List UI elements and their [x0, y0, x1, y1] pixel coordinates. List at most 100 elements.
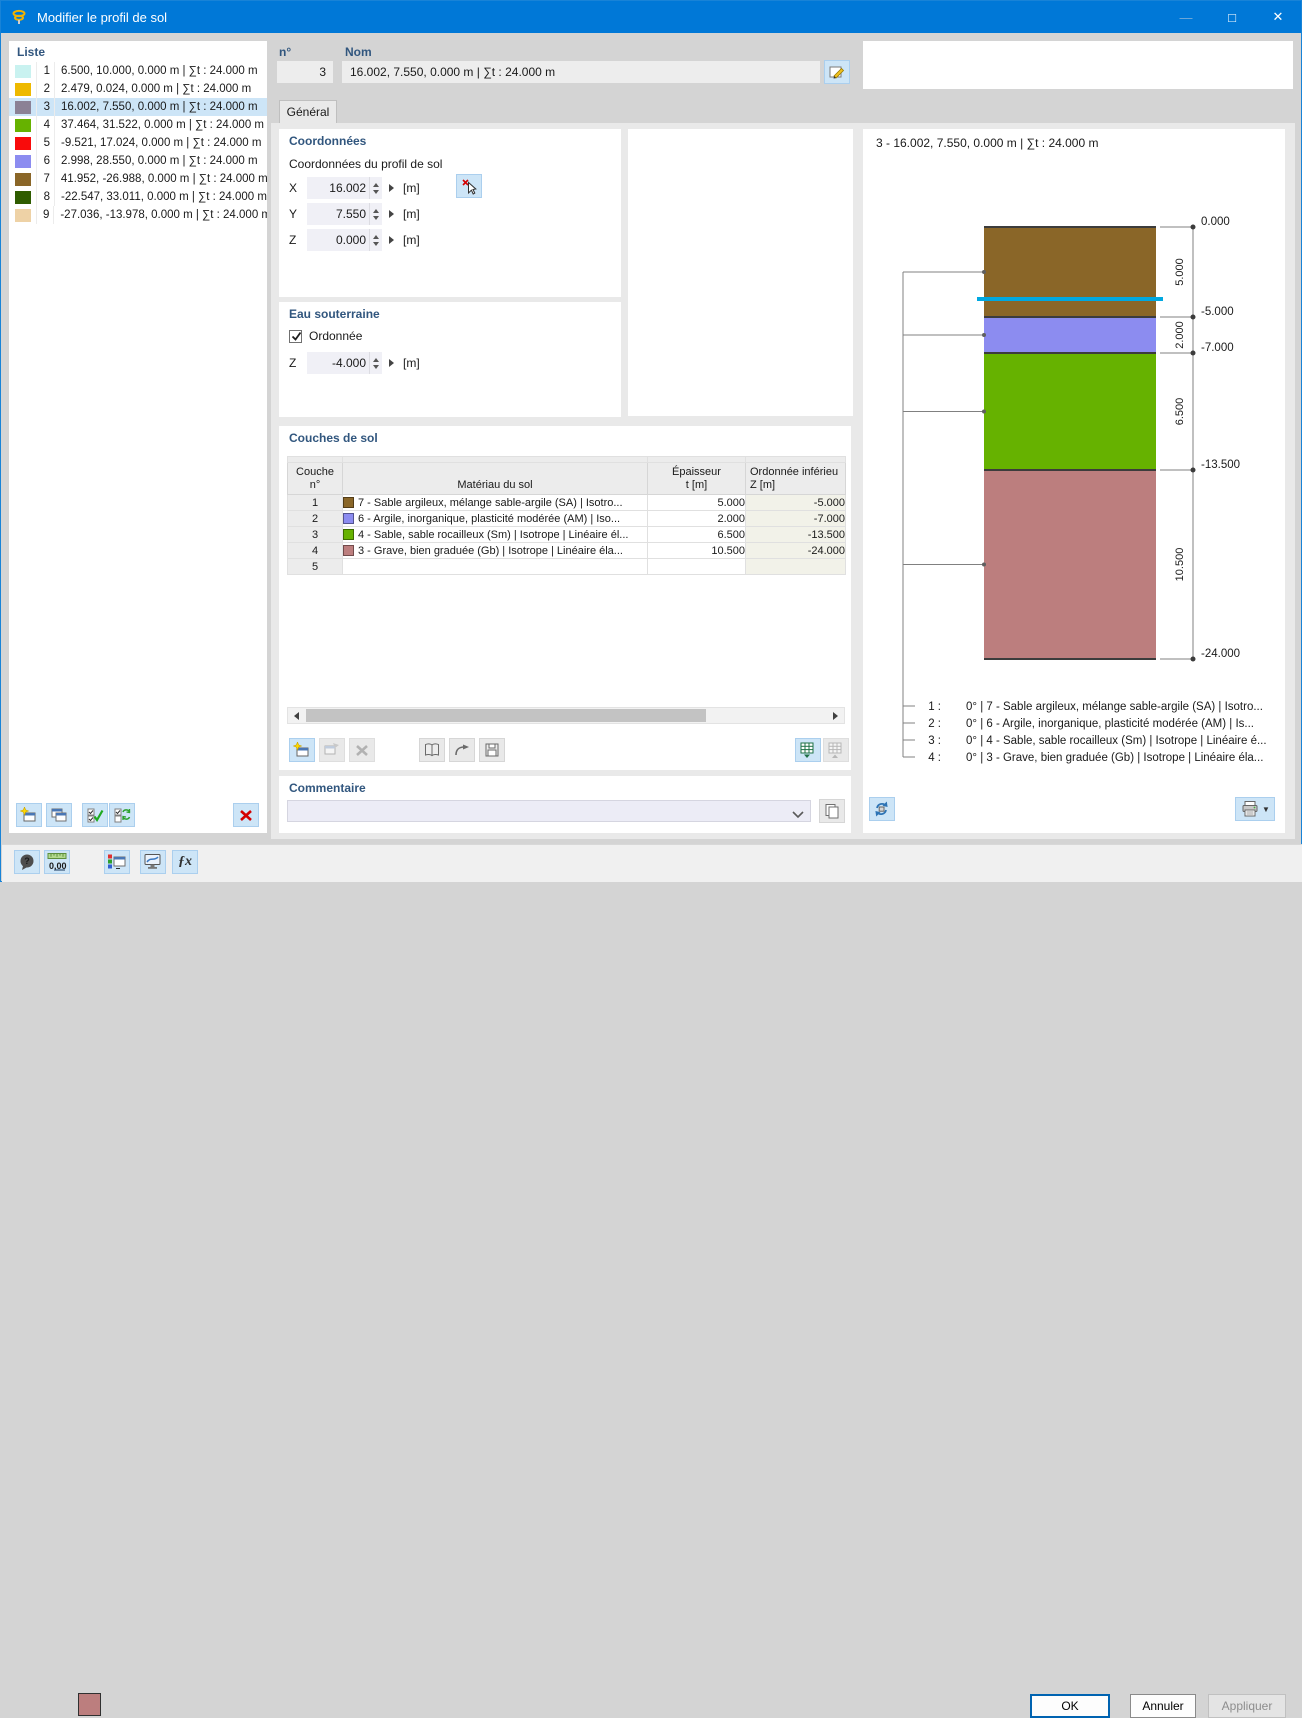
maximize-button[interactable]: □ — [1228, 9, 1236, 25]
save-layers-button[interactable] — [479, 738, 505, 762]
scroll-left-icon[interactable] — [288, 708, 305, 723]
profile-number: 9 — [37, 206, 55, 224]
liste-item[interactable]: 6 2.998, 28.550, 0.000 m | ∑t : 24.000 m — [9, 152, 267, 170]
material-library-button[interactable] — [419, 738, 445, 762]
table-hscrollbar[interactable] — [287, 707, 845, 724]
liste-item[interactable]: 4 37.464, 31.522, 0.000 m | ∑t : 24.000 m — [9, 116, 267, 134]
import-layers-button[interactable] — [449, 738, 475, 762]
liste-item[interactable]: 1 6.500, 10.000, 0.000 m | ∑t : 24.000 m — [9, 62, 267, 80]
col-header-lower-ordinate[interactable]: Ordonnée inférieu Z [m] — [745, 462, 846, 495]
new-profile-button[interactable] — [16, 803, 42, 827]
chevron-down-icon[interactable] — [792, 808, 804, 822]
y-spinner[interactable] — [369, 203, 382, 225]
units-settings-button[interactable]: 0,00 — [44, 850, 70, 874]
z-input[interactable]: 0.000 — [307, 229, 369, 251]
profile-label: 41.952, -26.988, 0.000 m | ∑t : 24.000 m — [60, 173, 267, 185]
invert-selection-button[interactable] — [109, 803, 135, 827]
liste-item[interactable]: 2 2.479, 0.024, 0.000 m | ∑t : 24.000 m — [9, 80, 267, 98]
profile-number: 4 — [37, 116, 55, 134]
comment-combobox[interactable] — [287, 800, 811, 822]
help-button[interactable]: ? — [14, 850, 40, 874]
cancel-button[interactable]: Annuler — [1130, 1694, 1196, 1718]
copy-comment-button[interactable] — [819, 799, 845, 823]
bottom-bar: ? 0,00 ƒx OK Annuler Appliquer — [2, 844, 1302, 1718]
copy-profile-button[interactable] — [46, 803, 72, 827]
svg-text:0° | 3 - Grave, bien graduée (: 0° | 3 - Grave, bien graduée (Gb) | Isot… — [966, 752, 1263, 764]
gw-z-unit: [m] — [403, 356, 420, 370]
pick-point-button[interactable] — [456, 174, 482, 198]
select-all-button[interactable] — [82, 803, 108, 827]
excel-export-button[interactable] — [823, 738, 849, 762]
profile-color-swatch — [15, 82, 31, 96]
excel-import-button[interactable] — [795, 738, 821, 762]
layer-color-swatch[interactable] — [78, 1693, 101, 1716]
soil-layers-group: Couches de sol Couche n° Matériau du sol … — [279, 426, 851, 770]
svg-text:-5.000: -5.000 — [1201, 306, 1234, 318]
hscroll-thumb[interactable] — [306, 709, 706, 722]
col-header-thickness[interactable]: Épaisseur t [m] — [647, 462, 746, 495]
col-header-layer-num[interactable]: Couche n° — [287, 462, 343, 495]
delete-profile-button[interactable] — [233, 803, 259, 827]
copy-layer-button[interactable] — [319, 738, 345, 762]
z-spinner[interactable] — [369, 229, 382, 251]
profiles-list-panel: Liste 1 6.500, 10.000, 0.000 m | ∑t : 24.… — [9, 41, 267, 833]
print-dropdown-icon[interactable]: ▼ — [1262, 804, 1270, 814]
close-button[interactable]: ✕ — [1272, 9, 1284, 24]
y-expand-arrow-icon[interactable] — [389, 210, 394, 218]
profile-label: 37.464, 31.522, 0.000 m | ∑t : 24.000 m — [61, 119, 264, 131]
profile-number: 7 — [37, 170, 55, 188]
display-settings-button[interactable] — [140, 850, 166, 874]
coordinates-group: Coordonnées Coordonnées du profil de sol… — [279, 129, 621, 297]
profile-color-swatch — [15, 172, 31, 186]
svg-text:2.000: 2.000 — [1174, 321, 1186, 349]
y-label: Y — [289, 207, 298, 221]
refresh-view-button[interactable] — [869, 797, 895, 821]
z-expand-arrow-icon[interactable] — [389, 236, 394, 244]
profile-color-swatch — [15, 136, 31, 150]
svg-text:3 :: 3 : — [928, 735, 941, 747]
liste-item[interactable]: 9 -27.036, -13.978, 0.000 m | ∑t : 24.000… — [9, 206, 267, 224]
liste-item[interactable]: 7 41.952, -26.988, 0.000 m | ∑t : 24.000 … — [9, 170, 267, 188]
tab-general[interactable]: Général — [279, 100, 337, 123]
print-button[interactable]: ▼ — [1235, 797, 1275, 821]
layer-row[interactable]: 5 — [287, 558, 846, 575]
scroll-right-icon[interactable] — [827, 708, 844, 723]
liste-item[interactable]: 3 16.002, 7.550, 0.000 m | ∑t : 24.000 m — [9, 98, 267, 116]
svg-text:5.000: 5.000 — [1174, 258, 1186, 286]
window-title: Modifier le profil de sol — [37, 9, 168, 25]
y-input[interactable]: 7.550 — [307, 203, 369, 225]
apply-button[interactable]: Appliquer — [1208, 1694, 1286, 1718]
z-unit: [m] — [403, 233, 420, 247]
svg-text:-24.000: -24.000 — [1201, 648, 1240, 660]
x-expand-arrow-icon[interactable] — [389, 184, 394, 192]
x-input[interactable]: 16.002 — [307, 177, 369, 199]
ordinate-checkbox[interactable] — [289, 329, 302, 343]
title-bar: Modifier le profil de sol ― □ ✕ — [1, 1, 1301, 33]
ok-button[interactable]: OK — [1030, 1694, 1110, 1718]
display-colors-button[interactable] — [104, 850, 130, 874]
liste-item[interactable]: 8 -22.547, 33.011, 0.000 m | ∑t : 24.000 … — [9, 188, 267, 206]
gw-z-spinner[interactable] — [369, 352, 382, 374]
edit-name-button[interactable] — [824, 60, 850, 84]
add-layer-button[interactable] — [289, 738, 315, 762]
profile-number: 8 — [37, 188, 55, 206]
svg-text:6.500: 6.500 — [1174, 398, 1186, 426]
formula-button[interactable]: ƒx — [172, 850, 198, 874]
liste-item[interactable]: 5 -9.521, 17.024, 0.000 m | ∑t : 24.000 m — [9, 134, 267, 152]
minimize-button[interactable]: ― — [1179, 9, 1193, 25]
gw-z-input[interactable]: -4.000 — [307, 352, 369, 374]
delete-layer-button[interactable] — [349, 738, 375, 762]
gw-z-expand-arrow-icon[interactable] — [389, 359, 394, 367]
x-spinner[interactable] — [369, 177, 382, 199]
col-header-material[interactable]: Matériau du sol — [342, 462, 648, 495]
groundwater-group: Eau souterraine Ordonnée Z -4.000 [m] — [279, 302, 621, 417]
profile-name-field[interactable]: 16.002, 7.550, 0.000 m | ∑t : 24.000 m — [342, 61, 820, 83]
profile-number: 1 — [37, 62, 55, 80]
num-label: n° — [279, 45, 292, 59]
list-title: Liste — [17, 45, 46, 59]
